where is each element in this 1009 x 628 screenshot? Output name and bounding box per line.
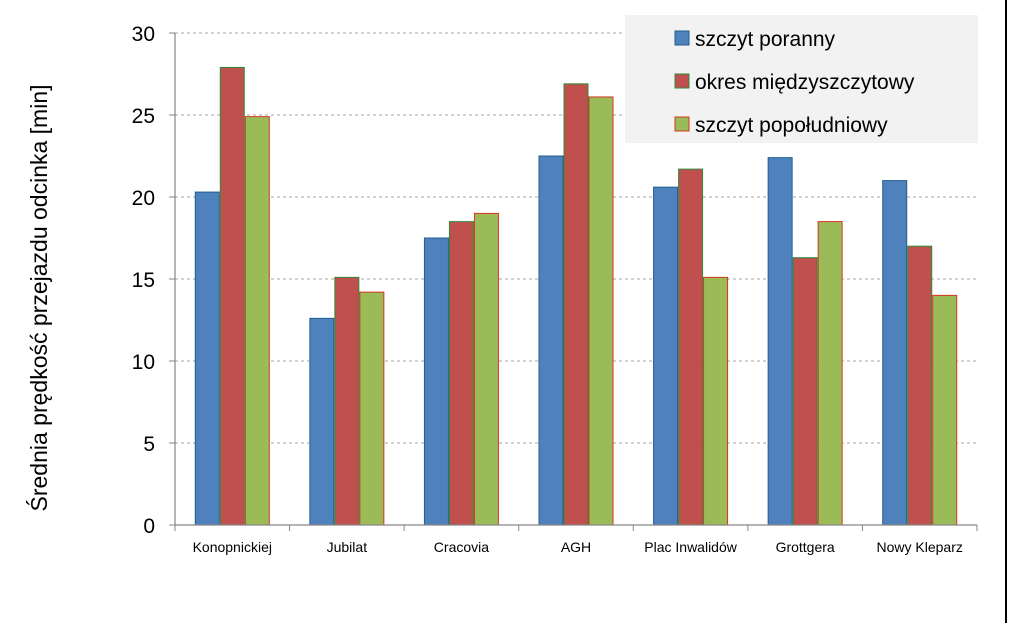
legend-label: szczyt popołudniowy [695, 114, 888, 137]
bar [653, 186, 679, 526]
bar [334, 276, 360, 526]
bar [678, 168, 704, 526]
bar [244, 116, 270, 526]
bar [473, 212, 499, 526]
y-tick-label: 0 [143, 515, 155, 538]
x-tick-label: Cracovia [434, 539, 489, 555]
bar [817, 221, 843, 526]
legend-label: okres międzyszczytowy [695, 71, 915, 94]
y-tick-label: 5 [143, 433, 155, 456]
y-tick-label: 20 [132, 187, 155, 210]
bar [563, 83, 589, 526]
y-tick-label: 15 [132, 269, 155, 292]
bar [448, 221, 474, 526]
bar [423, 237, 449, 526]
right-edge-border [1005, 0, 1007, 623]
legend: szczyt poranny okres międzyszczytowy szczy… [625, 15, 978, 143]
x-tick-label: Jubilat [327, 539, 368, 555]
legend-swatch [674, 116, 690, 132]
bar [767, 157, 793, 526]
axes: 0 5 10 15 20 25 30 Konopnickiej Jubilat Cracovia A… [132, 23, 978, 555]
x-tick-label: AGH [561, 539, 591, 555]
bar [703, 276, 729, 526]
y-tick-label: 10 [132, 351, 155, 374]
legend-label: szczyt poranny [695, 28, 836, 51]
y-tick-label: 25 [132, 105, 155, 128]
y-tick-label: 30 [132, 23, 155, 46]
bar [932, 294, 958, 526]
bar [907, 245, 933, 526]
bar [538, 155, 564, 526]
bar [309, 317, 335, 526]
legend-swatch [674, 73, 690, 89]
legend-swatch [674, 30, 690, 46]
x-tick-label: Nowy Kleparz [877, 539, 963, 555]
bar [882, 180, 908, 526]
y-axis-label: Średnia prędkość przejazdu odcinka [min] [25, 84, 52, 511]
bar [194, 191, 220, 526]
x-tick-label: Plac Inwalidów [644, 539, 737, 555]
bar [359, 291, 385, 526]
bar [588, 96, 614, 526]
x-tick-label: Grottgera [776, 539, 835, 555]
bar [792, 257, 818, 526]
x-tick-label: Konopnickiej [193, 539, 272, 555]
bar [219, 66, 245, 526]
